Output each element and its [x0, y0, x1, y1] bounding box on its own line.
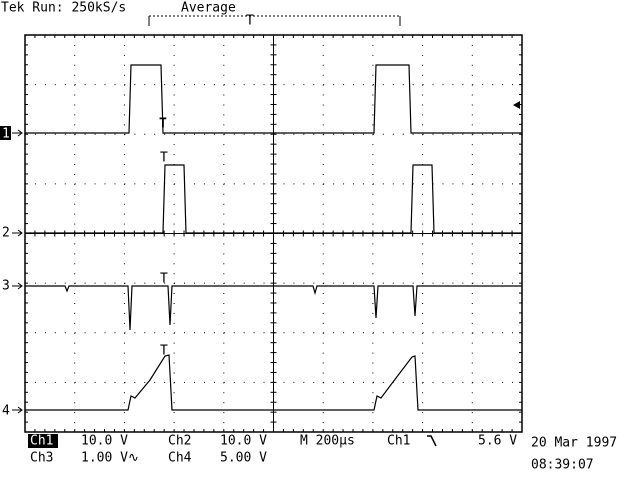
- ch3-label: Ch3: [30, 451, 53, 466]
- trigger-level: 5.6 V: [478, 434, 517, 449]
- ch4-label: Ch4: [168, 451, 192, 466]
- ch3-waveform: [25, 285, 522, 331]
- ch1-marker: 1: [2, 127, 10, 142]
- ch3-marker: 3: [2, 279, 10, 294]
- ch2-trigger-mark: T: [160, 151, 168, 166]
- ch2-scale: 10.0 V: [220, 434, 267, 449]
- ch2-marker: 2: [2, 226, 10, 241]
- ch4-scale: 5.00 V: [220, 451, 267, 466]
- trigger-level-marker: [513, 101, 520, 109]
- ch4-trigger-mark: T: [160, 344, 168, 359]
- ch1-marker-box: [0, 126, 11, 140]
- ch2-waveform: [25, 164, 522, 234]
- date: 20 Mar 1997: [531, 436, 617, 451]
- ch4-marker: 4: [2, 404, 10, 419]
- acquire-mode: Average: [181, 1, 236, 16]
- ch1-label: Ch1: [30, 434, 53, 449]
- ch1-label-box: [28, 434, 58, 448]
- time: 08:39:07: [531, 458, 594, 473]
- trigger-slope-icon: [427, 435, 437, 447]
- ch2-label: Ch2: [168, 434, 191, 449]
- trigger-position: T: [246, 14, 254, 29]
- trigger-source: Ch1: [387, 434, 410, 449]
- record-bracket: [148, 15, 401, 24]
- ch1-scale: 10.0 V: [81, 434, 128, 449]
- ch3-trigger-mark: T: [160, 272, 168, 287]
- ch4-waveform: [25, 354, 522, 411]
- marker-arrows: [12, 129, 23, 414]
- run-status: Tek Run: 250kS/s: [1, 1, 126, 16]
- timebase: M 200µs: [300, 434, 355, 449]
- ch1-waveform: [25, 64, 522, 134]
- ch1-trigger-mark: T: [159, 117, 167, 132]
- ch3-scale: 1.00 V∿: [81, 451, 139, 466]
